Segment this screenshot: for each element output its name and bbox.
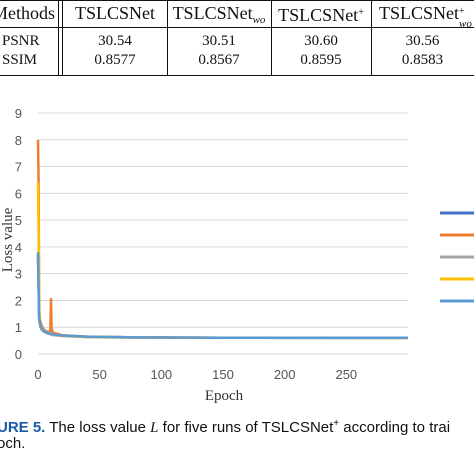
col-base: TSLCSNet [74,3,155,23]
table-top-rule [0,0,474,1]
series-line-5 [36,252,408,339]
table-cell: 30.54 [98,33,132,49]
x-tick-label: 200 [274,367,296,382]
table-row-label-ssim: SSIM [2,52,38,68]
chart-grid [38,112,408,355]
table-cell: 0.8577 [94,52,136,68]
x-tick-label: 250 [335,367,357,382]
series-line-2 [36,139,409,340]
table-double-rule-a [58,0,59,76]
caption-text-after: according to trai [339,419,451,436]
table-header-col-2: TSLCSNetwo [167,2,271,31]
caption-line-2: och. [0,435,26,452]
caption-sup: + [333,418,340,429]
table-header-col-1: TSLCSNet [63,2,167,24]
col-sub: wo [252,14,266,26]
caption-text-before: The loss value [49,419,151,436]
caption-text-middle: for five runs of TSLCSNet [158,419,334,436]
table-header-col-4: TSLCSNet + wo [371,2,474,30]
chart-ticks: 0 1 2 3 4 5 6 7 8 9 0 50 100 150 200 250 [15,106,357,382]
x-tick-label: 150 [212,367,234,382]
y-tick-label: 4 [15,240,22,255]
y-tick-label: 5 [15,213,22,228]
table-cell: 0.8595 [300,52,342,68]
x-tick-label: 50 [92,367,106,382]
table-cell: 30.60 [304,33,338,49]
y-tick-label: 2 [15,293,22,308]
chart-legend [440,211,474,303]
table-row-label-psnr: PSNR [2,33,40,49]
y-axis-label: Loss value [0,207,16,272]
y-tick-label: 3 [15,267,22,282]
col-sup: + [358,7,364,18]
table-double-rule-b [62,0,63,76]
table-column-rule [271,0,272,76]
table-cell: 0.8583 [401,52,444,68]
y-tick-label: 1 [15,320,22,335]
table-bottom-rule [0,75,474,76]
y-tick-label: 7 [15,160,22,175]
col-sup: + [459,6,465,17]
table-column-rule [167,0,168,76]
series-line-3 [36,260,408,340]
series-line-1 [36,254,409,340]
table-cell: 30.51 [202,33,236,49]
table-column-rule [371,0,372,76]
y-tick-label: 8 [15,133,22,148]
col-base: TSLCSNet [378,3,459,23]
caption-line-1: URE 5. The loss value L for five runs of… [0,414,450,438]
x-tick-label: 100 [150,367,172,382]
x-axis-label: Epoch [205,388,244,404]
y-tick-label: 9 [15,106,22,121]
x-tick-label: 0 [34,367,41,382]
table-header-rule [0,27,474,28]
col-sub: wo [459,18,472,30]
y-tick-label: 0 [15,347,22,362]
table-header-methods: Methods [0,3,55,23]
series-line-4 [36,182,409,340]
caption-variable: L [150,420,159,436]
caption-figure-label: URE 5. [0,419,46,436]
col-base: TSLCSNet [278,5,359,25]
col-base: TSLCSNet [172,3,253,23]
y-tick-label: 6 [15,186,22,201]
table-cell: 30.56 [405,33,440,49]
table-header-col-3: TSLCSNet+ [271,2,371,26]
chart-series [36,139,409,340]
table-cell: 0.8567 [198,52,240,68]
